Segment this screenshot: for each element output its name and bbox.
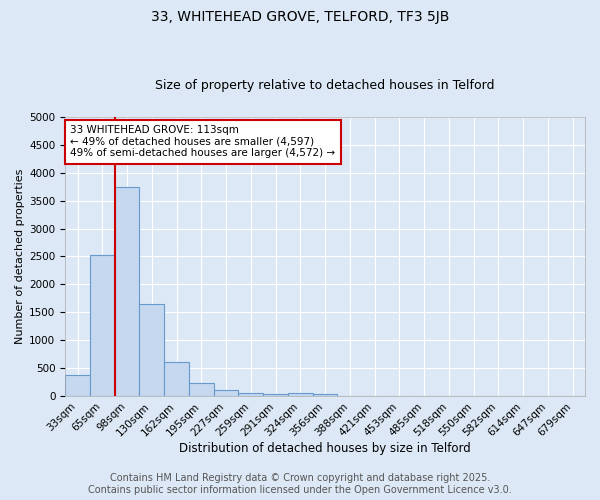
Title: Size of property relative to detached houses in Telford: Size of property relative to detached ho… <box>155 79 495 92</box>
Bar <box>189 384 214 396</box>
Bar <box>65 375 90 396</box>
Text: 33, WHITEHEAD GROVE, TELFORD, TF3 5JB: 33, WHITEHEAD GROVE, TELFORD, TF3 5JB <box>151 10 449 24</box>
X-axis label: Distribution of detached houses by size in Telford: Distribution of detached houses by size … <box>179 442 471 455</box>
Bar <box>139 304 164 396</box>
Bar <box>263 394 288 396</box>
Bar <box>214 390 238 396</box>
Bar <box>313 394 337 396</box>
Bar <box>115 186 139 396</box>
Y-axis label: Number of detached properties: Number of detached properties <box>15 169 25 344</box>
Bar <box>288 394 313 396</box>
Text: 33 WHITEHEAD GROVE: 113sqm
← 49% of detached houses are smaller (4,597)
49% of s: 33 WHITEHEAD GROVE: 113sqm ← 49% of deta… <box>70 125 335 158</box>
Bar <box>238 394 263 396</box>
Bar <box>90 255 115 396</box>
Bar <box>164 362 189 396</box>
Text: Contains HM Land Registry data © Crown copyright and database right 2025.
Contai: Contains HM Land Registry data © Crown c… <box>88 474 512 495</box>
